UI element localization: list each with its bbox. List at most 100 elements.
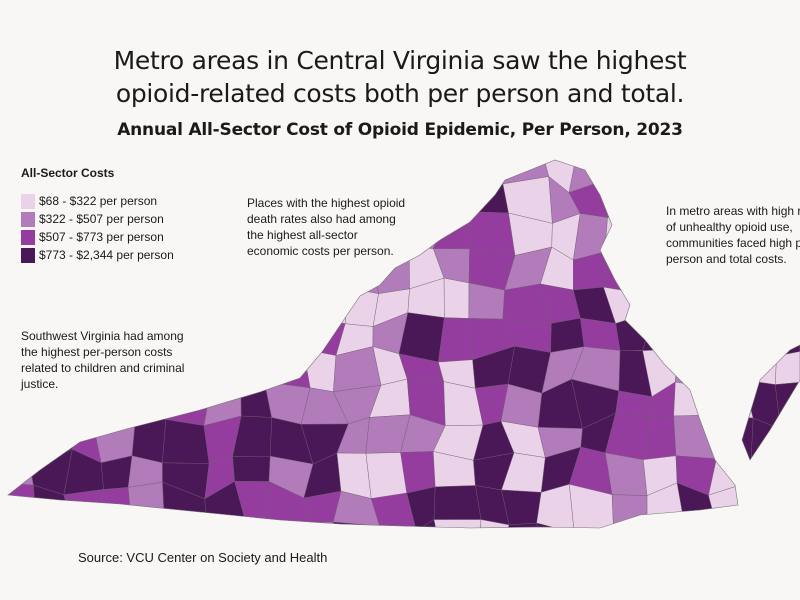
county-region bbox=[400, 451, 436, 494]
legend-item-1: $68 - $322 per person bbox=[21, 192, 174, 210]
county-region bbox=[569, 529, 620, 565]
county-region bbox=[94, 520, 142, 528]
county-region bbox=[63, 386, 104, 432]
county-region bbox=[750, 417, 784, 464]
county-region bbox=[196, 250, 246, 291]
annotation-death-rates: Places with the highest opioid death rat… bbox=[247, 195, 405, 259]
county-region bbox=[536, 484, 575, 528]
county-region bbox=[778, 487, 800, 519]
county-region bbox=[673, 381, 710, 417]
county-region bbox=[35, 521, 76, 528]
legend-item-3: $507 - $773 per person bbox=[21, 228, 174, 246]
annotation-metro: In metro areas with high rat of unhealth… bbox=[666, 203, 800, 267]
note-line: justice. bbox=[21, 377, 59, 391]
county-region bbox=[712, 276, 757, 323]
county-region bbox=[160, 285, 212, 325]
county-region bbox=[433, 211, 470, 250]
county-region bbox=[468, 181, 509, 214]
county-region bbox=[468, 160, 510, 185]
note-line: of unhealthy opioid use, bbox=[666, 220, 793, 234]
county-region bbox=[673, 415, 717, 460]
county-region bbox=[128, 277, 170, 325]
county-region bbox=[604, 214, 652, 253]
legend-label: $507 - $773 per person bbox=[39, 230, 164, 244]
note-line: related to children and criminal bbox=[21, 361, 185, 375]
county-region bbox=[268, 277, 313, 319]
county-region bbox=[782, 456, 800, 498]
county-region bbox=[433, 485, 482, 520]
note-line: death rates also had among bbox=[247, 212, 396, 226]
county-region bbox=[131, 413, 167, 464]
county-region bbox=[740, 456, 787, 488]
county-region bbox=[611, 494, 648, 528]
annotation-southwest: Southwest Virginia had among the highest… bbox=[21, 328, 184, 392]
county-region bbox=[780, 414, 800, 459]
county-region bbox=[569, 484, 614, 528]
county-region bbox=[94, 413, 137, 463]
note-line: In metro areas with high rat bbox=[666, 204, 800, 218]
county-region bbox=[672, 517, 719, 528]
county-region bbox=[203, 317, 238, 364]
county-region bbox=[706, 160, 756, 189]
county-region bbox=[774, 517, 800, 528]
county-region bbox=[8, 455, 34, 486]
county-region bbox=[206, 285, 246, 324]
legend-item-4: $773 - $2,344 per person bbox=[21, 246, 174, 264]
note-line: the highest per-person costs bbox=[21, 345, 173, 359]
note-line: Southwest Virginia had among bbox=[21, 329, 184, 343]
county-region bbox=[443, 277, 470, 319]
county-region bbox=[501, 522, 543, 528]
county-region bbox=[477, 519, 510, 528]
county-region bbox=[240, 381, 272, 418]
county-region bbox=[264, 348, 311, 389]
legend-label: $773 - $2,344 per person bbox=[39, 248, 174, 262]
county-region bbox=[401, 519, 443, 528]
legend-swatch bbox=[21, 211, 35, 227]
county-region bbox=[268, 315, 307, 356]
county-region bbox=[433, 519, 482, 528]
county-region bbox=[716, 313, 757, 363]
county-region bbox=[165, 386, 212, 426]
county-region bbox=[642, 310, 679, 351]
county-region bbox=[8, 280, 36, 326]
note-line: Places with the highest opioid bbox=[247, 196, 406, 210]
county-region bbox=[229, 317, 280, 364]
county-region bbox=[607, 176, 652, 218]
county-region bbox=[468, 211, 516, 256]
legend-swatch bbox=[21, 193, 35, 209]
note-line: the highest all-sector bbox=[247, 228, 358, 242]
headline-line-2: opioid-related costs both per person and… bbox=[115, 79, 685, 108]
county-region bbox=[605, 452, 648, 496]
county-region bbox=[749, 160, 788, 189]
county-region bbox=[776, 310, 800, 357]
county-region bbox=[304, 160, 342, 193]
source-note: Source: VCU Center on Society and Health bbox=[78, 550, 328, 565]
county-region bbox=[202, 362, 242, 387]
county-region bbox=[127, 482, 165, 521]
headline-line-1: Metro areas in Central Virginia saw the … bbox=[113, 46, 687, 75]
county-region bbox=[345, 287, 379, 327]
county-region bbox=[740, 276, 786, 323]
county-region bbox=[332, 521, 380, 528]
legend-title: All-Sector Costs bbox=[21, 166, 115, 180]
county-region bbox=[63, 489, 104, 528]
county-region bbox=[374, 525, 417, 528]
county-region bbox=[232, 455, 271, 482]
county-region bbox=[97, 277, 131, 329]
county-region bbox=[8, 521, 39, 528]
note-line: person and total costs. bbox=[666, 252, 787, 266]
county-region bbox=[683, 160, 712, 186]
county-region bbox=[266, 160, 314, 189]
legend-swatch bbox=[21, 247, 35, 263]
county-region bbox=[705, 379, 754, 419]
note-line: economic costs per person. bbox=[247, 244, 394, 258]
county-region bbox=[8, 481, 37, 528]
legend: All-Sector Costs $68 - $322 per person $… bbox=[21, 166, 174, 264]
county-region bbox=[711, 517, 754, 528]
county-region bbox=[774, 380, 800, 430]
county-region bbox=[196, 216, 243, 260]
county-region bbox=[740, 310, 786, 363]
county-region bbox=[640, 160, 687, 186]
map-title: Annual All-Sector Cost of Opioid Epidemi… bbox=[117, 120, 683, 140]
county-region bbox=[306, 277, 348, 324]
